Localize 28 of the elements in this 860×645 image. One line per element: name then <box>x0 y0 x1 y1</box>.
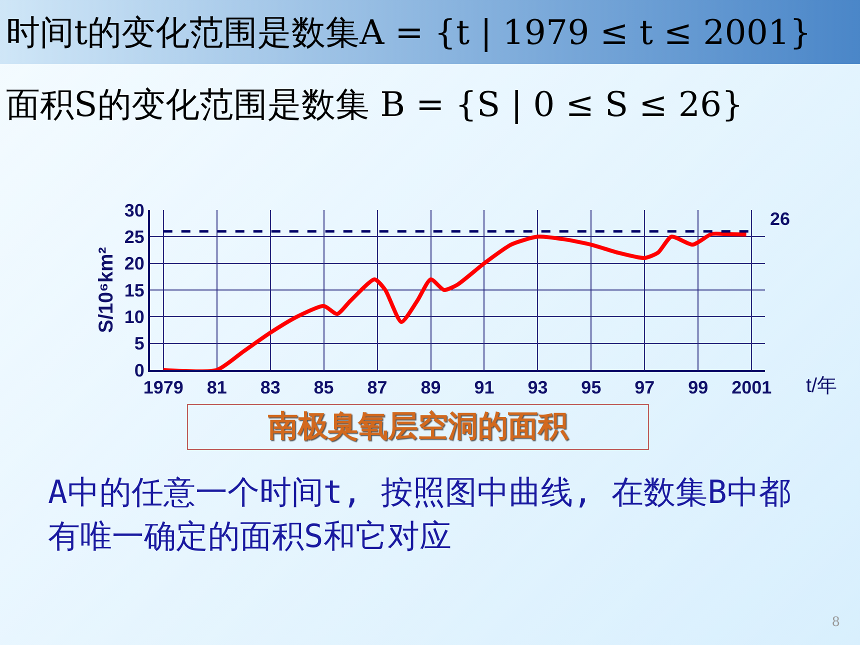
x-axis-title: t/年 <box>806 375 838 397</box>
x-tick-label: 91 <box>474 378 494 398</box>
x-tick-label: 87 <box>367 378 388 398</box>
x-tick-label: 89 <box>420 378 441 398</box>
y-tick-label: 0 <box>134 360 144 380</box>
y-tick-label: 15 <box>124 280 144 300</box>
x-tick-label: 83 <box>260 378 280 398</box>
x-tick-label: 1979 <box>143 378 184 398</box>
line-series <box>161 232 748 370</box>
y-tick-label: 5 <box>134 334 144 354</box>
y-tick-label: 30 <box>124 200 144 220</box>
text: 时间t的变化范围是数集A = {t | 1979 ≤ t ≤ 2001} <box>6 12 812 55</box>
ref-line-label: 26 <box>770 209 790 229</box>
y-tick-label: 10 <box>124 306 144 327</box>
text: 8 <box>832 615 840 630</box>
x-tick-label: 97 <box>634 378 655 398</box>
y-tick-label: 25 <box>124 226 144 247</box>
text: 南极臭氧层空洞的面积 <box>187 404 649 450</box>
x-tick-label: 85 <box>314 378 334 398</box>
y-axis-title: S/10⁶km² <box>95 246 118 333</box>
y-tick-label: 20 <box>124 254 144 274</box>
x-tick-label: 95 <box>581 378 602 398</box>
text: 面积S的变化范围是数集 B = {S | 0 ≤ S ≤ 26} <box>6 84 744 127</box>
x-tick-label: 81 <box>206 378 227 398</box>
x-tick-label: 93 <box>528 378 548 398</box>
x-tick-label: 2001 <box>732 378 772 398</box>
x-tick-label: 99 <box>688 378 708 398</box>
text: A中的任意一个时间t, 按照图中曲线, 在数集B中都有唯一确定的面积S和它对应 <box>48 472 792 557</box>
